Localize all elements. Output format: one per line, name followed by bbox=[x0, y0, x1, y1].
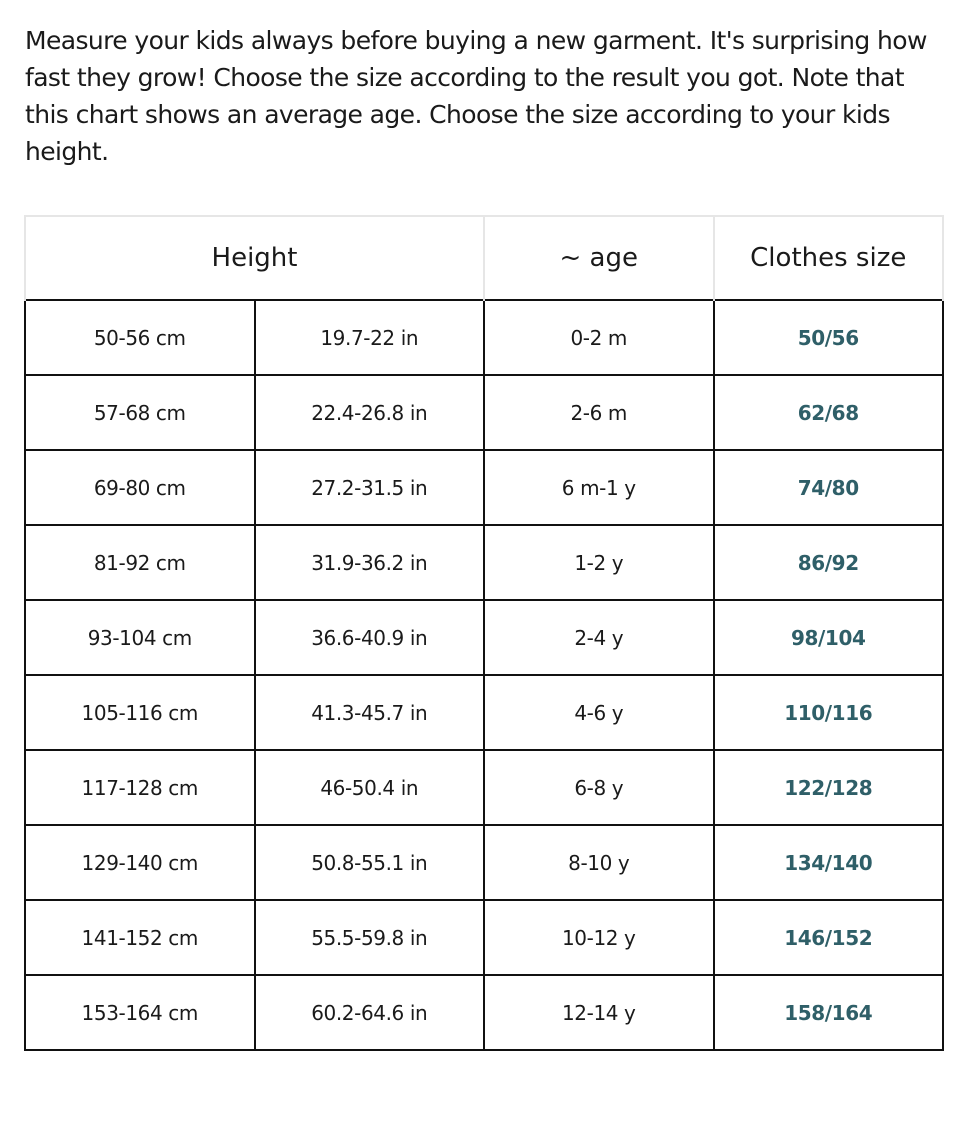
table-cell: 36.6-40.9 in bbox=[253, 599, 485, 676]
table-cell: 41.3-45.7 in bbox=[253, 674, 485, 751]
table-row: 57-68 cm 22.4-26.8 in 2-6 m 62/68 bbox=[24, 374, 944, 451]
table-row: 117-128 cm 46-50.4 in 6-8 y 122/128 bbox=[24, 749, 944, 826]
table-cell: 110/116 bbox=[712, 674, 944, 751]
header-cell: ~ age bbox=[483, 215, 715, 300]
table-cell: 50-56 cm bbox=[24, 299, 256, 376]
table-cell: 105-116 cm bbox=[24, 674, 256, 751]
table-cell: 62/68 bbox=[712, 374, 944, 451]
table-cell: 50.8-55.1 in bbox=[253, 824, 485, 901]
table-row: 153-164 cm 60.2-64.6 in 12-14 y 158/164 bbox=[24, 974, 944, 1051]
table-cell: 6-8 y bbox=[483, 749, 715, 826]
header-cell: Height bbox=[24, 215, 485, 300]
table-cell: 8-10 y bbox=[483, 824, 715, 901]
table-cell: 134/140 bbox=[712, 824, 944, 901]
table-row: 69-80 cm 27.2-31.5 in 6 m-1 y 74/80 bbox=[24, 449, 944, 526]
table-cell: 46-50.4 in bbox=[253, 749, 485, 826]
table-cell: 141-152 cm bbox=[24, 899, 256, 976]
table-cell: 81-92 cm bbox=[24, 524, 256, 601]
table-cell: 153-164 cm bbox=[24, 974, 256, 1051]
table-cell: 146/152 bbox=[712, 899, 944, 976]
table-cell: 12-14 y bbox=[483, 974, 715, 1051]
header-cell: Clothes size bbox=[712, 215, 944, 300]
table-cell: 0-2 m bbox=[483, 299, 715, 376]
table-cell: 22.4-26.8 in bbox=[253, 374, 485, 451]
table-row: 50-56 cm 19.7-22 in 0-2 m 50/56 bbox=[24, 299, 944, 376]
table-cell: 122/128 bbox=[712, 749, 944, 826]
table-cell: 2-4 y bbox=[483, 599, 715, 676]
table-cell: 50/56 bbox=[712, 299, 944, 376]
table-row: 93-104 cm 36.6-40.9 in 2-4 y 98/104 bbox=[24, 599, 944, 676]
table-cell: 86/92 bbox=[712, 524, 944, 601]
table-cell: 117-128 cm bbox=[24, 749, 256, 826]
table-cell: 129-140 cm bbox=[24, 824, 256, 901]
size-table: Height ~ age Clothes size 50-56 cm 19.7-2… bbox=[24, 215, 944, 1051]
table-cell: 55.5-59.8 in bbox=[253, 899, 485, 976]
table-cell: 10-12 y bbox=[483, 899, 715, 976]
table-cell: 69-80 cm bbox=[24, 449, 256, 526]
table-cell: 60.2-64.6 in bbox=[253, 974, 485, 1051]
table-cell: 27.2-31.5 in bbox=[253, 449, 485, 526]
table-row: 81-92 cm 31.9-36.2 in 1-2 y 86/92 bbox=[24, 524, 944, 601]
table-row: 141-152 cm 55.5-59.8 in 10-12 y 146/152 bbox=[24, 899, 944, 976]
table-cell: 31.9-36.2 in bbox=[253, 524, 485, 601]
table-cell: 98/104 bbox=[712, 599, 944, 676]
table-body: 50-56 cm 19.7-22 in 0-2 m 50/56 57-68 cm 22.4… bbox=[24, 299, 944, 1051]
table-cell: 158/164 bbox=[712, 974, 944, 1051]
table-cell: 74/80 bbox=[712, 449, 944, 526]
table-cell: 2-6 m bbox=[483, 374, 715, 451]
intro-text: Measure your kids always before buying a… bbox=[25, 26, 927, 166]
table-cell: 6 m-1 y bbox=[483, 449, 715, 526]
table-cell: 1-2 y bbox=[483, 524, 715, 601]
table-row: 129-140 cm 50.8-55.1 in 8-10 y 134/140 bbox=[24, 824, 944, 901]
table-cell: 19.7-22 in bbox=[253, 299, 485, 376]
header-row: Height ~ age Clothes size bbox=[24, 215, 944, 300]
table-cell: 93-104 cm bbox=[24, 599, 256, 676]
table-cell: 4-6 y bbox=[483, 674, 715, 751]
table-cell: 57-68 cm bbox=[24, 374, 256, 451]
table-row: 105-116 cm 41.3-45.7 in 4-6 y 110/116 bbox=[24, 674, 944, 751]
